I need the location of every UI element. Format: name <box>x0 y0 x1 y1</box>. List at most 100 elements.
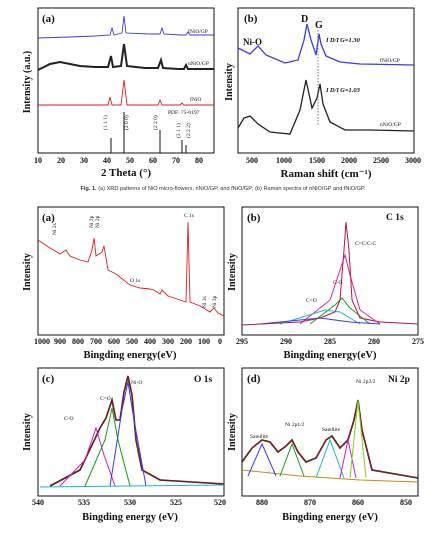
svg-text:295: 295 <box>236 337 248 346</box>
curve-label: fNiO <box>190 96 201 103</box>
svg-text:520: 520 <box>214 498 226 507</box>
panel-title: O 1s <box>194 375 213 385</box>
svg-text:280: 280 <box>368 337 380 346</box>
svg-text:100: 100 <box>198 337 210 346</box>
svg-text:530: 530 <box>124 498 136 507</box>
y-axis-label: Intensity <box>22 413 33 451</box>
x-tick-labels: 500 1000 1500 2000 2500 3000 <box>246 156 421 165</box>
hkl-label: (2 2 2) <box>185 123 192 138</box>
svg-text:850: 850 <box>400 498 412 507</box>
raman-curve-fniogp <box>237 23 415 66</box>
xps-survey-curve <box>37 221 225 317</box>
svg-text:1000: 1000 <box>276 156 292 165</box>
fig1-panel-b: (b) D G Ni-O I D/I G=1.30 I D/I G=1.03 f… <box>224 7 421 180</box>
svg-text:80: 80 <box>195 156 203 165</box>
x-tick-labels: 295 290 285 280 275 <box>236 337 424 346</box>
x-tick-labels: 880 870 860 850 <box>256 498 412 507</box>
svg-text:0: 0 <box>218 337 222 346</box>
peak-label: C=C/C-C <box>355 241 376 247</box>
svg-text:2000: 2000 <box>341 156 357 165</box>
svg-text:70: 70 <box>172 156 180 165</box>
svg-text:870: 870 <box>304 498 316 507</box>
peak-label: C=O <box>100 396 111 402</box>
svg-text:300: 300 <box>162 337 174 346</box>
panel-tag: (b) <box>244 13 258 25</box>
svg-text:1000: 1000 <box>34 337 50 346</box>
svg-text:500: 500 <box>246 156 258 165</box>
svg-text:1500: 1500 <box>309 156 325 165</box>
svg-text:2500: 2500 <box>373 156 389 165</box>
hkl-label: (2 2 0) <box>152 115 159 130</box>
peak-d-label: D <box>301 14 308 25</box>
svg-text:50: 50 <box>126 156 134 165</box>
pdf-reference-sticks <box>110 112 187 153</box>
panel-tag: (d) <box>247 373 261 385</box>
panel-title: C 1s <box>386 213 404 223</box>
hkl-label: (3 1 1) <box>175 123 182 138</box>
svg-text:40: 40 <box>103 156 111 165</box>
peak-g-label: G <box>315 20 323 31</box>
fig2-panel-b: (b) C 1s C=C/C-C C-O C=O 295 290 285 280… <box>227 206 424 361</box>
peak-label: Ni-O <box>131 380 142 386</box>
y-axis-label: Intensity <box>227 413 238 451</box>
svg-text:860: 860 <box>352 498 364 507</box>
peak-label: Ni 2p <box>95 215 101 228</box>
hkl-label: (1 1 1) <box>102 115 109 130</box>
xrd-curve-fniogp <box>37 15 214 39</box>
svg-text:400: 400 <box>144 337 156 346</box>
curve-label: fNiO/GP <box>380 57 400 64</box>
curve-label: nNiO/GP <box>380 122 401 128</box>
fig2-panel-d: (d) Ni 2p Satellite Ni 2p1/2 Satellite N… <box>227 367 419 523</box>
ratio-label: I D/I G=1.30 <box>325 37 361 44</box>
peak-label: O 1s <box>130 278 140 284</box>
peak-label: C-O <box>333 280 343 286</box>
peak-label: Ni 2p1/2 <box>285 422 305 428</box>
svg-text:700: 700 <box>90 337 102 346</box>
svg-text:20: 20 <box>57 156 65 165</box>
x-tick-labels: 1000 900 800 700 600 500 400 300 200 100… <box>34 337 222 346</box>
y-axis-label: Intensity (a.u.) <box>22 51 33 114</box>
svg-text:600: 600 <box>108 337 120 346</box>
fig2-panel-c: (c) O 1s C-O C=O Ni-O 540 535 530 525 52… <box>22 367 226 523</box>
panel-tag: (c) <box>42 373 55 385</box>
svg-text:30: 30 <box>80 156 88 165</box>
hkl-label: (2 0 0) <box>123 115 130 130</box>
caption-label: Fig. 1. <box>80 186 97 192</box>
peak-label: Ni 2p <box>89 215 95 228</box>
x-tick-labels: 540 535 530 525 520 <box>32 498 226 507</box>
nio-label: Ni-O <box>243 37 262 47</box>
svg-text:525: 525 <box>170 498 182 507</box>
svg-text:60: 60 <box>149 156 157 165</box>
svg-text:880: 880 <box>256 498 268 507</box>
pdf-label: PDF: 75-0197 <box>168 110 200 116</box>
svg-text:200: 200 <box>180 337 192 346</box>
svg-text:500: 500 <box>126 337 138 346</box>
y-axis-label: Intensity <box>227 253 238 291</box>
x-axis-label: Bingding energy(eV) <box>83 350 177 361</box>
peak-label: Ni 3s <box>202 296 208 308</box>
x-tick-labels: 10 20 30 40 50 60 70 80 <box>34 156 203 165</box>
y-axis-label: Intensity <box>224 63 235 101</box>
svg-text:285: 285 <box>324 337 336 346</box>
peak-label: Ni 2s <box>52 223 58 235</box>
svg-text:290: 290 <box>280 337 292 346</box>
svg-text:900: 900 <box>54 337 66 346</box>
xrd-curve-fnio <box>38 79 214 106</box>
svg-text:535: 535 <box>78 498 90 507</box>
panel-tag: (b) <box>247 212 261 224</box>
peak-label: Satellite <box>322 427 341 433</box>
svg-text:10: 10 <box>34 156 42 165</box>
panel-tag: (a) <box>42 13 55 25</box>
caption-text: (a) XRD patterns of NiO micro-flowers, n… <box>98 186 366 192</box>
panel-tag: (a) <box>42 212 55 224</box>
svg-text:800: 800 <box>72 337 84 346</box>
xrd-curve-nniogp <box>37 43 214 71</box>
svg-text:3000: 3000 <box>405 156 421 165</box>
panel-title: Ni 2p <box>388 375 410 385</box>
svg-text:540: 540 <box>32 498 44 507</box>
peak-label: Ni 2p3/2 <box>356 379 376 385</box>
peak-label: Satellite <box>250 434 269 440</box>
x-axis-label: Raman shift (cm⁻¹) <box>281 168 372 180</box>
peak-label: C 1s <box>184 213 194 219</box>
